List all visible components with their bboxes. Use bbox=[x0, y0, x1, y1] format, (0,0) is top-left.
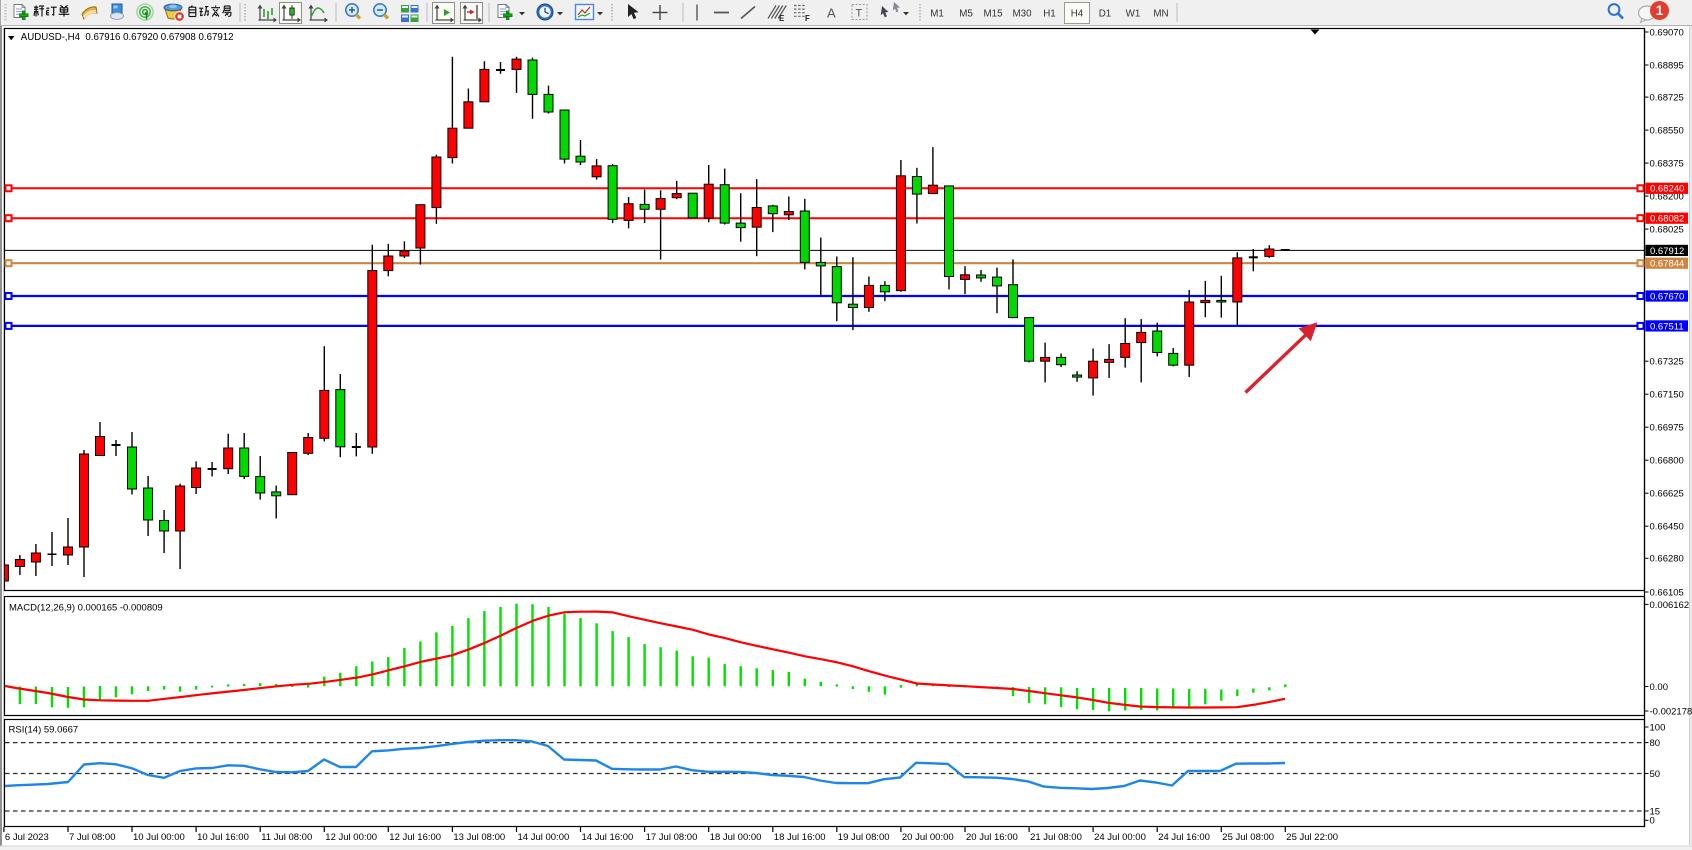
svg-text:13 Jul 08:00: 13 Jul 08:00 bbox=[453, 832, 505, 843]
svg-text:0.67844: 0.67844 bbox=[1650, 259, 1684, 270]
svg-text:20 Jul 16:00: 20 Jul 16:00 bbox=[966, 832, 1018, 843]
svg-text:0.68725: 0.68725 bbox=[1650, 93, 1684, 104]
svg-text:21 Jul 08:00: 21 Jul 08:00 bbox=[1030, 832, 1082, 843]
svg-text:25 Jul 22:00: 25 Jul 22:00 bbox=[1286, 832, 1338, 843]
svg-text:0.68082: 0.68082 bbox=[1650, 214, 1684, 225]
svg-text:14 Jul 16:00: 14 Jul 16:00 bbox=[582, 832, 634, 843]
svg-text:24 Jul 16:00: 24 Jul 16:00 bbox=[1158, 832, 1210, 843]
svg-text:0.67912: 0.67912 bbox=[1650, 246, 1684, 257]
svg-text:7 Jul 08:00: 7 Jul 08:00 bbox=[69, 832, 115, 843]
svg-text:100: 100 bbox=[1650, 722, 1666, 733]
svg-text:MN: MN bbox=[1153, 8, 1168, 19]
svg-text:MACD(12,26,9) 0.000165 -0.0008: MACD(12,26,9) 0.000165 -0.000809 bbox=[9, 603, 163, 614]
svg-text:0.66105: 0.66105 bbox=[1650, 587, 1684, 598]
svg-text:24 Jul 00:00: 24 Jul 00:00 bbox=[1094, 832, 1146, 843]
svg-text:14 Jul 00:00: 14 Jul 00:00 bbox=[518, 832, 570, 843]
svg-text:A: A bbox=[827, 6, 836, 21]
svg-text:50: 50 bbox=[1650, 769, 1661, 780]
svg-text:0.006162: 0.006162 bbox=[1650, 600, 1690, 611]
svg-text:10 Jul 16:00: 10 Jul 16:00 bbox=[197, 832, 249, 843]
svg-text:80: 80 bbox=[1650, 738, 1661, 749]
svg-text:0: 0 bbox=[1650, 816, 1655, 827]
svg-text:M1: M1 bbox=[930, 8, 944, 19]
svg-text:18 Jul 00:00: 18 Jul 00:00 bbox=[710, 832, 762, 843]
svg-text:19 Jul 08:00: 19 Jul 08:00 bbox=[838, 832, 890, 843]
svg-text:0.67325: 0.67325 bbox=[1650, 357, 1684, 368]
svg-text:AUDUSD-,H4 0.67916 0.67920 0.: AUDUSD-,H4 0.67916 0.67920 0.67908 0.679… bbox=[21, 32, 234, 43]
svg-text:1: 1 bbox=[1656, 3, 1664, 18]
svg-text:0.67150: 0.67150 bbox=[1650, 390, 1684, 401]
svg-text:0.68550: 0.68550 bbox=[1650, 126, 1684, 137]
svg-text:H1: H1 bbox=[1043, 8, 1056, 19]
svg-text:0.68025: 0.68025 bbox=[1650, 225, 1684, 236]
svg-text:15: 15 bbox=[1650, 806, 1661, 817]
svg-text:12 Jul 16:00: 12 Jul 16:00 bbox=[389, 832, 441, 843]
svg-text:0.66800: 0.66800 bbox=[1650, 456, 1684, 467]
svg-text:T: T bbox=[856, 8, 863, 20]
svg-text:W1: W1 bbox=[1126, 8, 1141, 19]
svg-text:0.67511: 0.67511 bbox=[1650, 321, 1684, 332]
svg-text:0.68895: 0.68895 bbox=[1650, 60, 1684, 71]
svg-text:10 Jul 00:00: 10 Jul 00:00 bbox=[133, 832, 185, 843]
svg-text:18 Jul 16:00: 18 Jul 16:00 bbox=[774, 832, 826, 843]
svg-text:D1: D1 bbox=[1099, 8, 1112, 19]
svg-text:M5: M5 bbox=[959, 8, 973, 19]
svg-text:20 Jul 00:00: 20 Jul 00:00 bbox=[902, 832, 954, 843]
svg-text:0.00: 0.00 bbox=[1650, 682, 1669, 693]
svg-text:0.68200: 0.68200 bbox=[1650, 192, 1684, 203]
svg-text:0.68240: 0.68240 bbox=[1650, 184, 1684, 195]
svg-text:0.69070: 0.69070 bbox=[1650, 27, 1684, 38]
svg-text:F: F bbox=[805, 14, 810, 23]
svg-text:6 Jul 2023: 6 Jul 2023 bbox=[5, 832, 49, 843]
svg-text:17 Jul 08:00: 17 Jul 08:00 bbox=[646, 832, 698, 843]
svg-text:11 Jul 08:00: 11 Jul 08:00 bbox=[261, 832, 312, 843]
svg-text:25 Jul 08:00: 25 Jul 08:00 bbox=[1222, 832, 1274, 843]
svg-text:0.68375: 0.68375 bbox=[1650, 159, 1684, 170]
svg-text:RSI(14) 59.0667: RSI(14) 59.0667 bbox=[9, 725, 79, 736]
svg-text:0.66280: 0.66280 bbox=[1650, 554, 1684, 565]
svg-text:0.66975: 0.66975 bbox=[1650, 423, 1684, 434]
svg-text:0.66625: 0.66625 bbox=[1650, 489, 1684, 500]
svg-text:0.66450: 0.66450 bbox=[1650, 522, 1684, 533]
svg-text:M15: M15 bbox=[983, 8, 1003, 19]
svg-text:0.67670: 0.67670 bbox=[1650, 291, 1684, 302]
svg-text:H4: H4 bbox=[1071, 8, 1084, 19]
svg-text:E: E bbox=[779, 14, 785, 23]
svg-text:12 Jul 00:00: 12 Jul 00:00 bbox=[325, 832, 377, 843]
svg-text:-0.002178: -0.002178 bbox=[1650, 706, 1692, 717]
svg-text:M30: M30 bbox=[1012, 8, 1032, 19]
